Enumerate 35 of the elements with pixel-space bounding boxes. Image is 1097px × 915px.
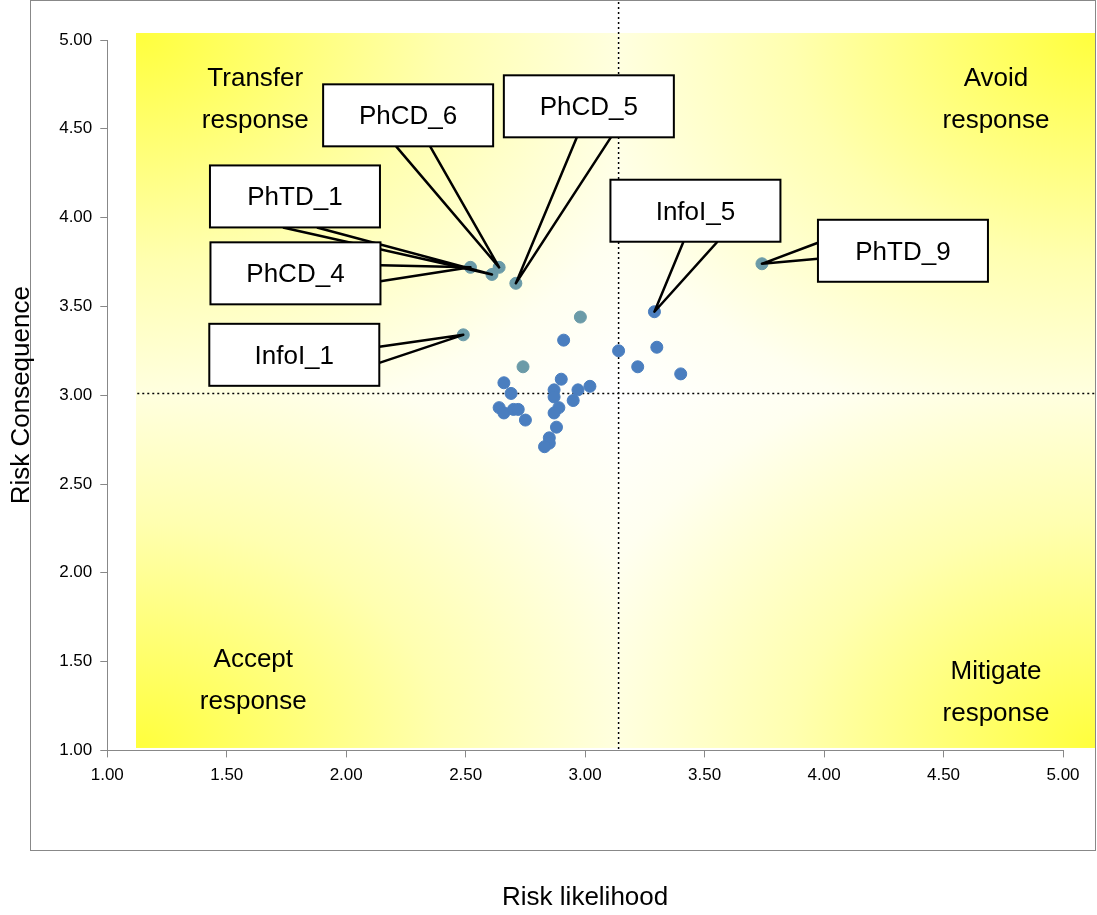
y-tick-label: 3.50 xyxy=(59,296,93,316)
annotation: Avoid response xyxy=(942,62,1050,135)
annotation: InfoI_1 xyxy=(254,339,335,370)
x-axis-title: Risk likelihood xyxy=(502,880,669,911)
annotation: InfoI_5 xyxy=(655,195,736,226)
x-tick-label: 1.00 xyxy=(90,765,124,785)
x-tick-label: 4.00 xyxy=(807,765,841,785)
y-tick-label: 2.00 xyxy=(59,562,93,582)
y-tick-label: 2.50 xyxy=(59,473,93,493)
x-tick-label: 2.00 xyxy=(329,765,363,785)
annotation: Accept response xyxy=(199,642,307,715)
callout: PhCD_4 xyxy=(209,241,472,306)
annotation: Mitigate response xyxy=(942,654,1050,727)
x-tick-label: 3.50 xyxy=(688,765,722,785)
annotation: PhTD_9 xyxy=(855,235,951,266)
annotation: PhCD_5 xyxy=(539,91,638,122)
callout: InfoI_1 xyxy=(208,322,465,387)
annotation: PhCD_6 xyxy=(358,100,458,131)
x-tick-label: 5.00 xyxy=(1046,765,1080,785)
y-tick-label: 3.00 xyxy=(59,384,93,404)
x-tick-label: 1.50 xyxy=(210,765,244,785)
x-tick-label: 3.00 xyxy=(568,765,602,785)
y-axis-title: Risk Consequence xyxy=(4,286,35,505)
annotation: PhTD_1 xyxy=(247,181,343,212)
y-tick-label: 4.50 xyxy=(59,118,93,138)
callout: InfoI_5 xyxy=(609,178,782,313)
y-tick-label: 1.50 xyxy=(59,651,93,671)
y-tick-label: 4.00 xyxy=(59,207,93,227)
x-tick-label: 2.50 xyxy=(449,765,483,785)
annotation: PhCD_4 xyxy=(246,258,345,289)
y-tick-label: 1.00 xyxy=(59,740,93,760)
x-tick-label: 4.50 xyxy=(926,765,961,785)
y-tick-label: 5.00 xyxy=(59,29,93,49)
annotation: Transfer response xyxy=(201,62,309,135)
callout: PhTD_9 xyxy=(760,218,989,283)
